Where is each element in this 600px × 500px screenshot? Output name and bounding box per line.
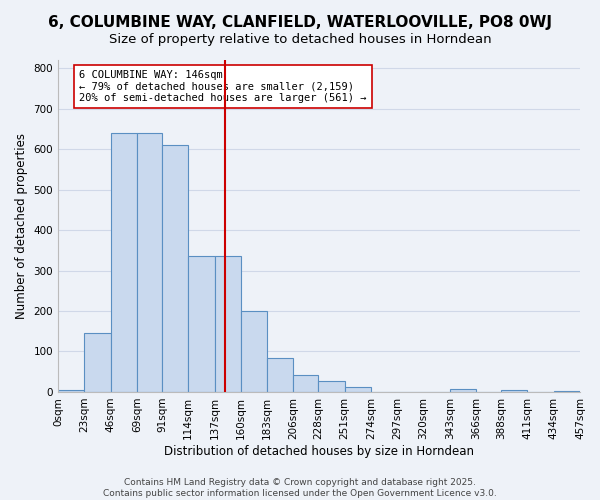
Y-axis label: Number of detached properties: Number of detached properties: [15, 133, 28, 319]
Bar: [188, 256, 215, 392]
Text: Size of property relative to detached houses in Horndean: Size of property relative to detached ho…: [109, 32, 491, 46]
Bar: [162, 145, 188, 392]
Bar: [267, 358, 293, 392]
Bar: [58, 390, 85, 392]
Bar: [554, 391, 580, 392]
Bar: [215, 256, 241, 392]
Bar: [85, 334, 110, 392]
Bar: [241, 311, 267, 392]
Bar: [293, 375, 319, 392]
Bar: [110, 133, 137, 392]
Text: 6 COLUMBINE WAY: 146sqm
← 79% of detached houses are smaller (2,159)
20% of semi: 6 COLUMBINE WAY: 146sqm ← 79% of detache…: [79, 70, 367, 103]
Text: Contains HM Land Registry data © Crown copyright and database right 2025.
Contai: Contains HM Land Registry data © Crown c…: [103, 478, 497, 498]
Bar: [450, 389, 476, 392]
Bar: [501, 390, 527, 392]
Bar: [137, 133, 162, 392]
X-axis label: Distribution of detached houses by size in Horndean: Distribution of detached houses by size …: [164, 444, 474, 458]
Text: 6, COLUMBINE WAY, CLANFIELD, WATERLOOVILLE, PO8 0WJ: 6, COLUMBINE WAY, CLANFIELD, WATERLOOVIL…: [48, 15, 552, 30]
Bar: [345, 387, 371, 392]
Bar: [319, 381, 345, 392]
